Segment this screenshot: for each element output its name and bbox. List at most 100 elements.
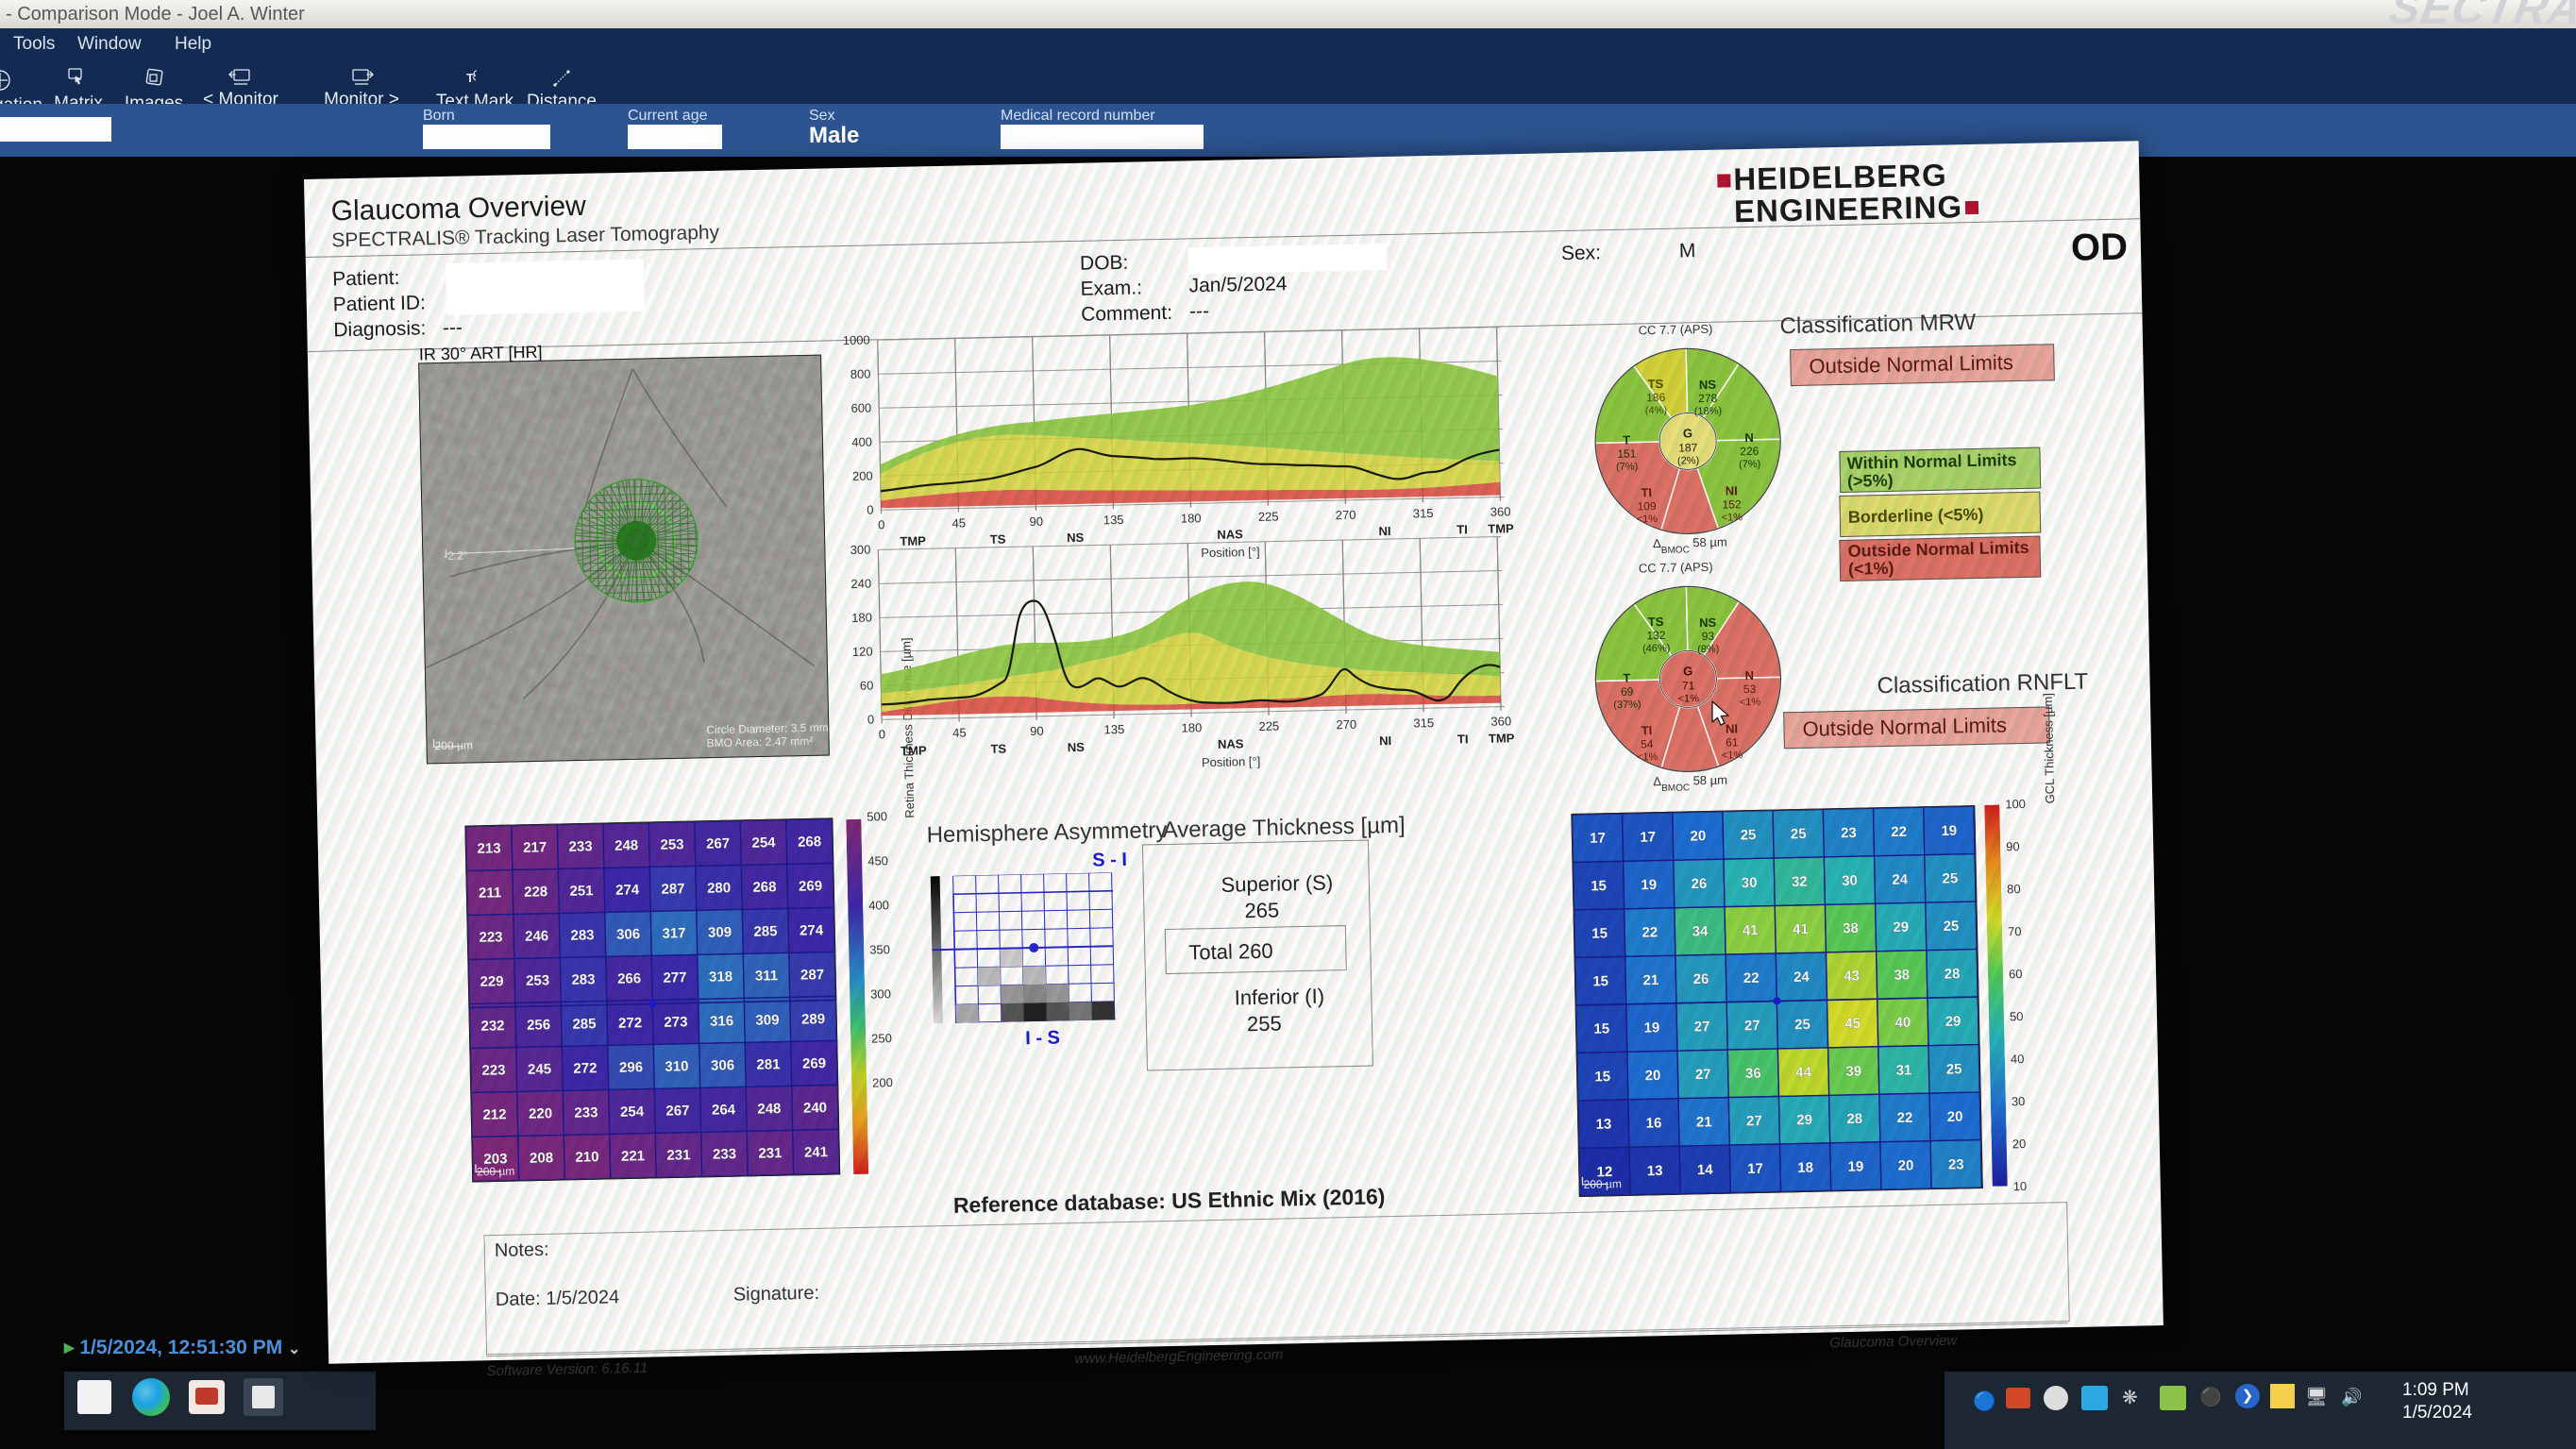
svg-text:17: 17: [1590, 830, 1606, 846]
svg-text:39: 39: [1845, 1063, 1861, 1079]
svg-text:315: 315: [1413, 716, 1434, 730]
svg-text:(46%): (46%): [1642, 643, 1671, 655]
svg-text:24: 24: [1892, 871, 1909, 887]
svg-text:0: 0: [867, 712, 875, 726]
svg-text:NS: NS: [1699, 378, 1717, 392]
svg-text:277: 277: [663, 969, 686, 986]
svg-text:18: 18: [1797, 1160, 1813, 1176]
svg-text:NS: NS: [1699, 615, 1717, 630]
svg-text:254: 254: [751, 834, 776, 851]
svg-text:200: 200: [852, 468, 873, 482]
svg-text:225: 225: [1258, 509, 1279, 523]
svg-text:ΔBMOC 58 µm: ΔBMOC 58 µm: [1653, 773, 1727, 794]
svg-text:28: 28: [1846, 1111, 1862, 1127]
svg-text:287: 287: [661, 881, 684, 898]
svg-text:267: 267: [706, 835, 730, 852]
svg-text:212: 212: [482, 1106, 506, 1123]
svg-text:400: 400: [851, 434, 872, 448]
svg-text:187: 187: [1678, 441, 1698, 454]
svg-text:<1%: <1%: [1678, 693, 1700, 704]
svg-text:240: 240: [803, 1100, 827, 1117]
svg-text:20: 20: [1644, 1068, 1660, 1084]
svg-text:311: 311: [755, 968, 779, 985]
svg-text:31: 31: [1895, 1062, 1911, 1078]
svg-text:272: 272: [573, 1060, 597, 1077]
svg-text:TS: TS: [990, 742, 1006, 756]
svg-text:Position [°]: Position [°]: [1202, 754, 1261, 769]
svg-text:151: 151: [1617, 447, 1637, 461]
svg-text:36: 36: [1745, 1066, 1761, 1082]
svg-text:<1%: <1%: [1637, 514, 1658, 525]
svg-text:N: N: [1744, 430, 1754, 445]
svg-text:228: 228: [524, 884, 547, 901]
svg-text:<1%: <1%: [1722, 512, 1743, 523]
svg-text:20: 20: [1947, 1109, 1963, 1125]
svg-text:306: 306: [711, 1057, 734, 1074]
svg-text:231: 231: [666, 1147, 690, 1164]
svg-text:(18%): (18%): [1694, 406, 1723, 418]
svg-text:22: 22: [1891, 824, 1907, 840]
svg-text:221: 221: [621, 1148, 645, 1165]
svg-text:90: 90: [1030, 724, 1044, 738]
svg-text:28: 28: [1944, 966, 1960, 982]
svg-text:TI: TI: [1457, 732, 1469, 746]
svg-text:360: 360: [1490, 504, 1511, 518]
svg-text:306: 306: [616, 926, 640, 943]
svg-text:NI: NI: [1379, 733, 1391, 748]
svg-text:32: 32: [1792, 874, 1808, 890]
svg-text:21: 21: [1696, 1114, 1712, 1130]
svg-text:BMO Area: 2.47 mm²: BMO Area: 2.47 mm²: [706, 734, 813, 750]
svg-text:(4%): (4%): [1645, 405, 1667, 416]
svg-text:233: 233: [713, 1146, 736, 1163]
svg-text:223: 223: [481, 1062, 505, 1079]
svg-text:60: 60: [860, 678, 874, 692]
svg-text:<1%: <1%: [1740, 697, 1761, 708]
svg-text:248: 248: [757, 1101, 781, 1118]
svg-text:30: 30: [1842, 872, 1858, 888]
svg-text:93: 93: [1702, 630, 1715, 643]
svg-text:TI: TI: [1642, 723, 1653, 737]
svg-text:268: 268: [752, 879, 776, 896]
svg-text:15: 15: [1592, 973, 1608, 989]
svg-text:19: 19: [1941, 823, 1957, 839]
svg-text:200 µm: 200 µm: [434, 738, 473, 752]
svg-text:280: 280: [707, 880, 731, 897]
svg-text:278: 278: [1698, 392, 1718, 405]
svg-text:360: 360: [1490, 714, 1511, 728]
svg-text:T: T: [1623, 433, 1630, 447]
svg-text:17: 17: [1747, 1161, 1763, 1177]
svg-text:245: 245: [528, 1061, 551, 1078]
svg-text:41: 41: [1743, 922, 1759, 938]
svg-text:29: 29: [1893, 919, 1909, 935]
svg-text:19: 19: [1643, 1019, 1659, 1036]
svg-text:19: 19: [1641, 877, 1657, 893]
svg-text:266: 266: [617, 970, 641, 987]
svg-text:45: 45: [1844, 1016, 1860, 1032]
svg-text:15: 15: [1591, 925, 1608, 941]
svg-text:<1%: <1%: [1637, 751, 1658, 763]
svg-text:25: 25: [1946, 1061, 1962, 1077]
svg-text:22: 22: [1896, 1110, 1912, 1126]
svg-text:19: 19: [1847, 1158, 1863, 1174]
svg-text:269: 269: [802, 1055, 826, 1072]
svg-text:23: 23: [1841, 825, 1857, 841]
svg-text:186: 186: [1646, 391, 1666, 404]
svg-text:45: 45: [952, 725, 967, 739]
svg-text:NAS: NAS: [1218, 736, 1244, 751]
svg-text:0: 0: [879, 727, 886, 741]
svg-text:23: 23: [1948, 1156, 1964, 1172]
svg-text:TMP: TMP: [1489, 731, 1515, 746]
svg-text:25: 25: [1794, 1017, 1810, 1033]
svg-text:800: 800: [850, 366, 871, 380]
svg-text:241: 241: [804, 1144, 828, 1161]
svg-text:ΔBMOC 58 µm: ΔBMOC 58 µm: [1653, 535, 1727, 556]
svg-text:229: 229: [480, 973, 503, 990]
svg-text:240: 240: [850, 577, 871, 591]
svg-text:253: 253: [526, 972, 549, 989]
svg-text:(2%): (2%): [1677, 455, 1699, 466]
svg-text:22: 22: [1642, 924, 1658, 940]
svg-text:61: 61: [1726, 735, 1739, 749]
svg-text:285: 285: [753, 923, 777, 940]
svg-text:180: 180: [1181, 720, 1202, 734]
svg-text:318: 318: [709, 969, 732, 986]
